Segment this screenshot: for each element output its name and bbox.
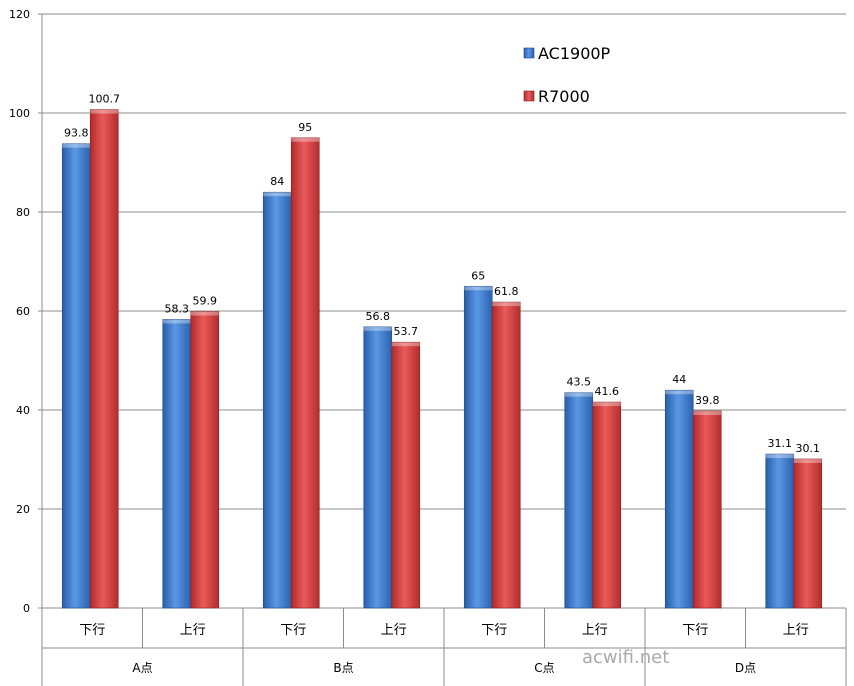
bar-r7000 xyxy=(592,401,622,609)
bar-top-highlight xyxy=(464,286,493,291)
data-label: 56.8 xyxy=(366,310,391,323)
bar-ac1900p xyxy=(363,326,393,609)
legend-swatch-r7000 xyxy=(523,90,535,102)
data-label: 43.5 xyxy=(567,376,592,389)
watermark: acwifi.net xyxy=(582,647,669,668)
bar-top-highlight xyxy=(291,137,320,142)
x-sub-label: 上行 xyxy=(783,623,809,638)
bar-top-highlight xyxy=(564,392,593,397)
legend-label-r7000: R7000 xyxy=(538,87,590,106)
bar-r7000 xyxy=(290,137,320,609)
gridlines xyxy=(38,13,846,609)
bar-ac1900p xyxy=(61,143,91,609)
x-group-label: B点 xyxy=(333,661,353,675)
y-tick-label: 20 xyxy=(16,503,30,516)
data-label: 65 xyxy=(471,269,485,282)
y-tick-label: 0 xyxy=(23,602,30,615)
bar-top-highlight xyxy=(391,342,420,347)
bar-top-highlight xyxy=(90,109,119,114)
bar-r7000 xyxy=(491,301,521,609)
data-label: 30.1 xyxy=(796,442,821,455)
x-group-label: A点 xyxy=(132,661,152,675)
bar-r7000 xyxy=(391,341,421,609)
data-label: 84 xyxy=(270,175,284,188)
data-labels: 93.8100.758.359.9849556.853.76561.843.54… xyxy=(64,93,820,455)
x-group-label: D点 xyxy=(735,661,756,675)
bar-top-highlight xyxy=(793,459,822,464)
bar-top-highlight xyxy=(363,326,392,331)
x-sub-label: 下行 xyxy=(280,623,306,638)
bar-r7000 xyxy=(190,311,220,609)
x-sub-label: 下行 xyxy=(682,623,708,638)
data-label: 39.8 xyxy=(695,394,720,407)
bar-top-highlight xyxy=(190,311,219,316)
bar-r7000 xyxy=(692,410,722,609)
x-group-label: C点 xyxy=(534,661,554,675)
bar-ac1900p xyxy=(463,285,493,609)
bar-ac1900p xyxy=(262,191,292,609)
data-label: 93.8 xyxy=(64,127,89,140)
bar-top-highlight xyxy=(62,143,91,148)
x-sub-label: 上行 xyxy=(180,623,206,638)
x-sub-label: 下行 xyxy=(79,623,105,638)
bar-top-highlight xyxy=(693,410,722,415)
data-label: 100.7 xyxy=(89,93,121,106)
bar-ac1900p xyxy=(664,389,694,609)
legend: AC1900P R7000 xyxy=(523,44,611,106)
data-label: 31.1 xyxy=(768,437,793,450)
bar-top-highlight xyxy=(765,454,794,459)
x-sub-label: 上行 xyxy=(582,623,608,638)
y-tick-label: 120 xyxy=(9,8,30,21)
data-label: 44 xyxy=(672,373,686,386)
data-label: 61.8 xyxy=(494,285,519,298)
bar-top-highlight xyxy=(592,402,621,407)
data-label: 53.7 xyxy=(394,325,419,338)
data-label: 41.6 xyxy=(595,385,620,398)
bar-r7000 xyxy=(793,458,823,609)
bar-ac1900p xyxy=(564,392,594,609)
legend-swatch-ac1900p xyxy=(523,47,535,59)
y-tick-label: 80 xyxy=(16,206,30,219)
data-label: 59.9 xyxy=(193,294,218,307)
data-label: 95 xyxy=(298,121,312,134)
y-tick-label: 60 xyxy=(16,305,30,318)
bar-top-highlight xyxy=(665,390,694,395)
bars xyxy=(61,109,823,609)
bar-top-highlight xyxy=(492,302,521,307)
bar-r7000 xyxy=(89,109,119,609)
data-label: 58.3 xyxy=(165,302,190,315)
bar-top-highlight xyxy=(162,319,191,324)
legend-label-ac1900p: AC1900P xyxy=(538,44,611,63)
y-tick-label: 100 xyxy=(9,107,30,120)
x-sub-label: 下行 xyxy=(481,623,507,638)
y-tick-label: 40 xyxy=(16,404,30,417)
bar-ac1900p xyxy=(765,453,795,609)
bar-top-highlight xyxy=(263,192,292,197)
axes: 0 20 40 60 80 100 120 下行 上行 下行 上行 下行 上行 下行 上行 A点 B点 C点 D点 xyxy=(9,8,847,686)
bar-ac1900p xyxy=(162,319,192,609)
x-sub-label: 上行 xyxy=(381,623,407,638)
